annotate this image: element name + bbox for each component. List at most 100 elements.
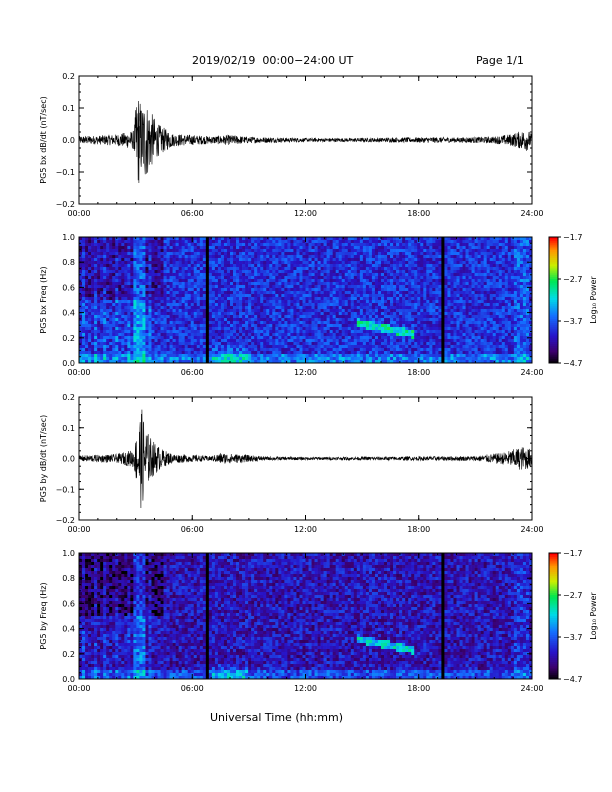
heatmap-cell — [163, 324, 167, 328]
heatmap-cell — [133, 348, 137, 352]
heatmap-cell — [220, 285, 225, 289]
heatmap-cell — [118, 312, 122, 316]
heatmap-cell — [257, 309, 261, 313]
heatmap-cell — [393, 330, 397, 334]
heatmap-cell — [405, 318, 409, 322]
heatmap-cell — [341, 294, 346, 298]
heatmap-cell — [338, 324, 343, 328]
heatmap-cell — [257, 321, 261, 325]
heatmap-cell — [251, 273, 255, 277]
heatmap-cell — [359, 288, 364, 292]
heatmap-cell — [103, 267, 107, 271]
heatmap-cell — [211, 255, 216, 259]
heatmap-cell — [347, 243, 352, 247]
heatmap-cell — [417, 348, 421, 352]
heatmap-cell — [390, 255, 394, 259]
heatmap-cell — [257, 315, 261, 319]
heatmap-cell — [381, 276, 385, 280]
heatmap-cell — [109, 246, 113, 250]
heatmap-cell — [106, 321, 110, 325]
heatmap-cell — [154, 252, 158, 256]
heatmap-cell — [233, 240, 237, 244]
heatmap-cell — [269, 336, 273, 340]
heatmap-cell — [390, 240, 394, 244]
heatmap-cell — [88, 300, 92, 304]
heatmap-cell — [118, 333, 122, 337]
heatmap-cell — [160, 237, 164, 241]
heatmap-cell — [154, 321, 158, 325]
heatmap-cell — [205, 336, 210, 340]
heatmap-cell — [296, 288, 300, 292]
heatmap-cell — [196, 315, 201, 319]
heatmap-cell — [193, 327, 198, 331]
heatmap-cell — [193, 300, 198, 304]
heatmap-cell — [311, 303, 315, 307]
heatmap-cell — [239, 345, 243, 349]
heatmap-cell — [347, 294, 352, 298]
heatmap-cell — [130, 357, 134, 361]
heatmap-cell — [350, 291, 355, 295]
heatmap-cell — [290, 333, 294, 337]
heatmap-cell — [299, 300, 303, 304]
heatmap-cell — [233, 303, 237, 307]
heatmap-cell — [169, 243, 173, 247]
heatmap-cell — [296, 354, 300, 358]
heatmap-cell — [293, 306, 297, 310]
heatmap-cell — [350, 285, 355, 289]
heatmap-cell — [356, 297, 361, 301]
heatmap-cell — [266, 336, 270, 340]
heatmap-cell — [239, 354, 243, 358]
heatmap-cell — [272, 318, 276, 322]
heatmap-cell — [302, 348, 306, 352]
heatmap-cell — [287, 342, 291, 346]
heatmap-cell — [302, 333, 306, 337]
heatmap-cell — [157, 348, 161, 352]
heatmap-cell — [142, 279, 146, 283]
heatmap-cell — [278, 306, 282, 310]
heatmap-cell — [220, 246, 225, 250]
heatmap-cell — [97, 360, 101, 364]
heatmap-cell — [239, 315, 243, 319]
heatmap-cell — [154, 267, 158, 271]
heatmap-cell — [157, 285, 161, 289]
heatmap-cell — [226, 327, 231, 331]
heatmap-cell — [272, 321, 276, 325]
heatmap-cell — [359, 321, 364, 325]
heatmap-cell — [118, 300, 122, 304]
heatmap-cell — [381, 330, 385, 334]
heatmap-cell — [118, 261, 122, 265]
heatmap-cell — [109, 333, 113, 337]
heatmap-cell — [242, 309, 246, 313]
heatmap-cell — [193, 294, 198, 298]
heatmap-cell — [260, 348, 264, 352]
heatmap-cell — [187, 240, 192, 244]
heatmap-cell — [399, 318, 403, 322]
heatmap-cell — [124, 327, 128, 331]
heatmap-cell — [184, 261, 189, 265]
heatmap-cell — [178, 312, 182, 316]
heatmap-cell — [359, 360, 364, 364]
heatmap-cell — [365, 330, 370, 334]
heatmap-cell — [393, 324, 397, 328]
heatmap-cell — [344, 303, 349, 307]
heatmap-cell — [299, 288, 303, 292]
heatmap-cell — [248, 303, 252, 307]
heatmap-cell — [172, 324, 176, 328]
heatmap-cell — [393, 264, 397, 268]
heatmap-cell — [426, 249, 430, 253]
heatmap-cell — [97, 297, 101, 301]
heatmap-cell — [347, 288, 352, 292]
heatmap-cell — [236, 306, 240, 310]
heatmap-cell — [82, 318, 86, 322]
heatmap-cell — [205, 288, 210, 292]
heatmap-cell — [251, 321, 255, 325]
heatmap-cell — [160, 303, 164, 307]
heatmap-cell — [266, 300, 270, 304]
heatmap-cell — [154, 333, 158, 337]
heatmap-cell — [106, 360, 110, 364]
heatmap-cell — [248, 291, 252, 295]
heatmap-cell — [254, 333, 258, 337]
heatmap-cell — [94, 357, 98, 361]
heatmap-cell — [226, 276, 231, 280]
heatmap-cell — [302, 306, 306, 310]
